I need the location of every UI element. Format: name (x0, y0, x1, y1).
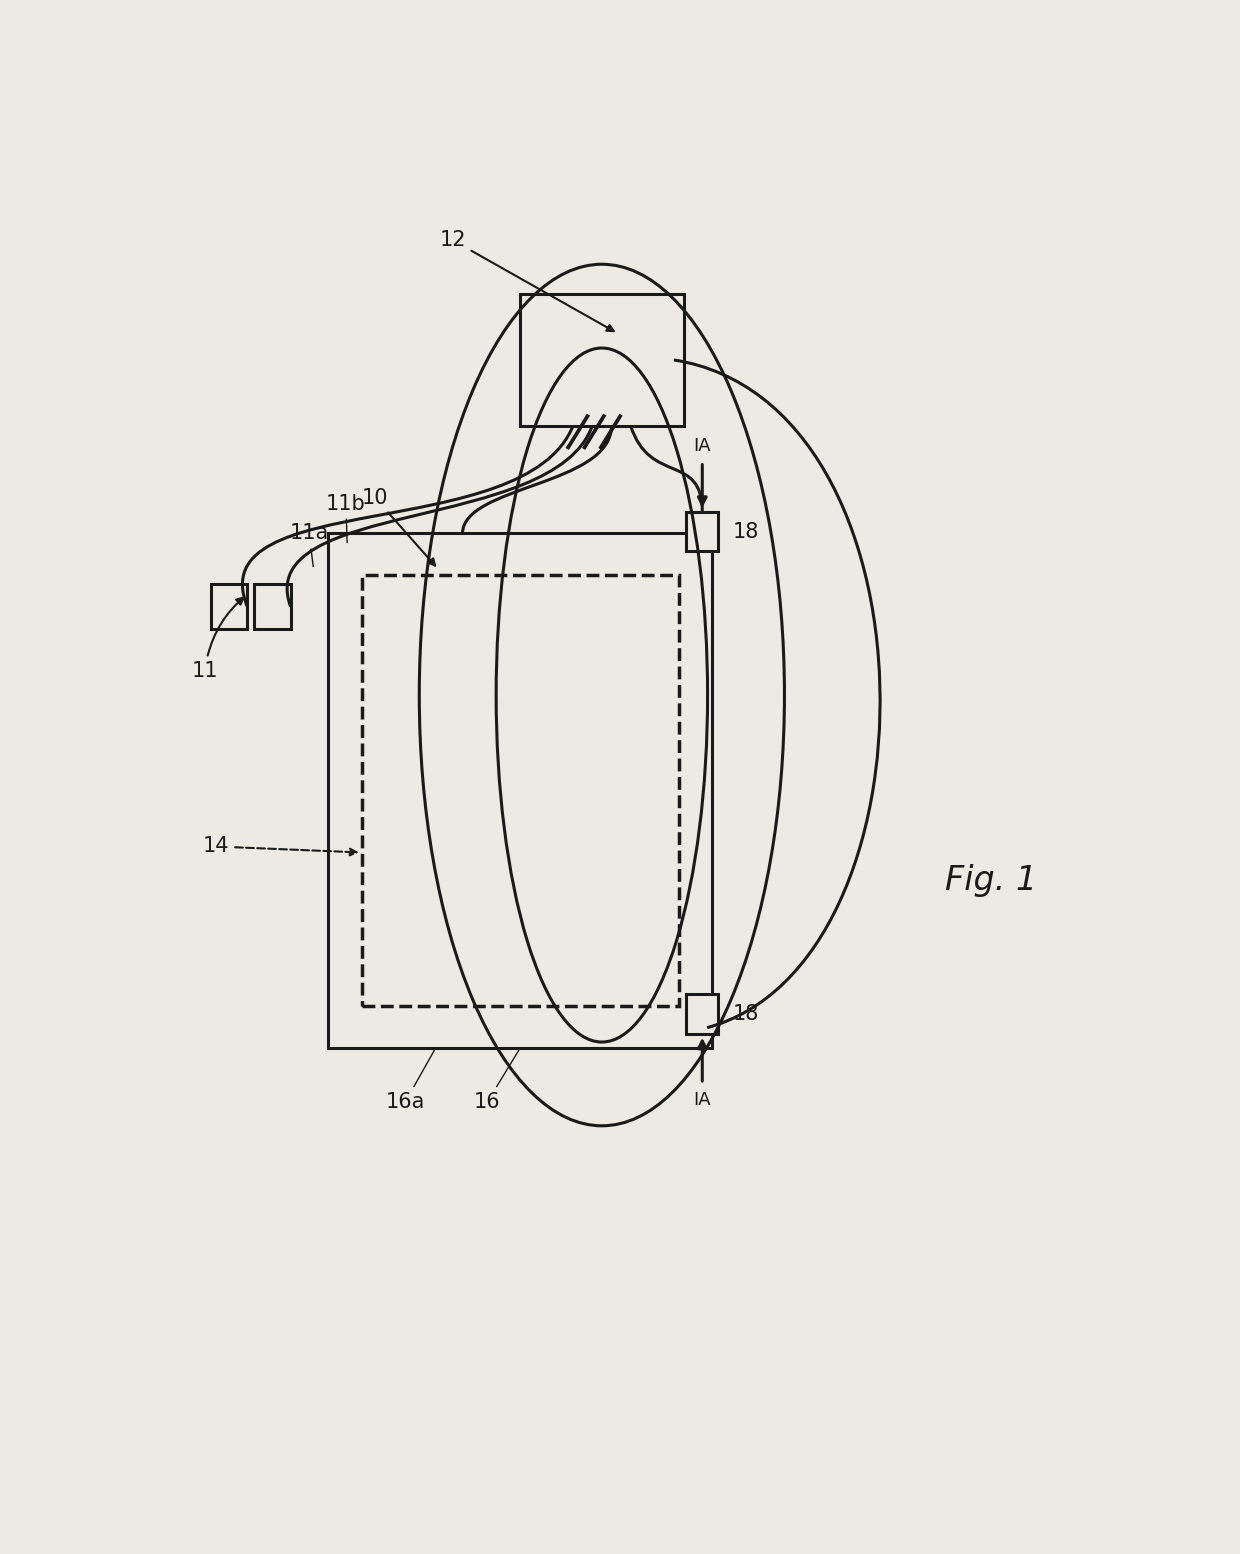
Polygon shape (687, 995, 718, 1033)
Text: 14: 14 (203, 836, 357, 856)
Text: IA: IA (693, 437, 711, 454)
Polygon shape (687, 511, 718, 552)
Text: Fig. 1: Fig. 1 (945, 864, 1037, 897)
Text: 11b: 11b (326, 494, 366, 542)
Text: 16: 16 (474, 1051, 518, 1111)
Text: 18: 18 (733, 1004, 759, 1024)
Text: 11a: 11a (290, 524, 329, 567)
Text: 10: 10 (362, 488, 435, 566)
Text: 11: 11 (191, 598, 243, 681)
Polygon shape (327, 533, 713, 1047)
Text: IA: IA (693, 1091, 711, 1110)
Text: 12: 12 (440, 230, 614, 331)
Text: 18: 18 (733, 522, 759, 542)
Polygon shape (521, 294, 683, 426)
Polygon shape (254, 584, 290, 629)
Text: 16a: 16a (386, 1051, 434, 1111)
Polygon shape (211, 584, 247, 629)
